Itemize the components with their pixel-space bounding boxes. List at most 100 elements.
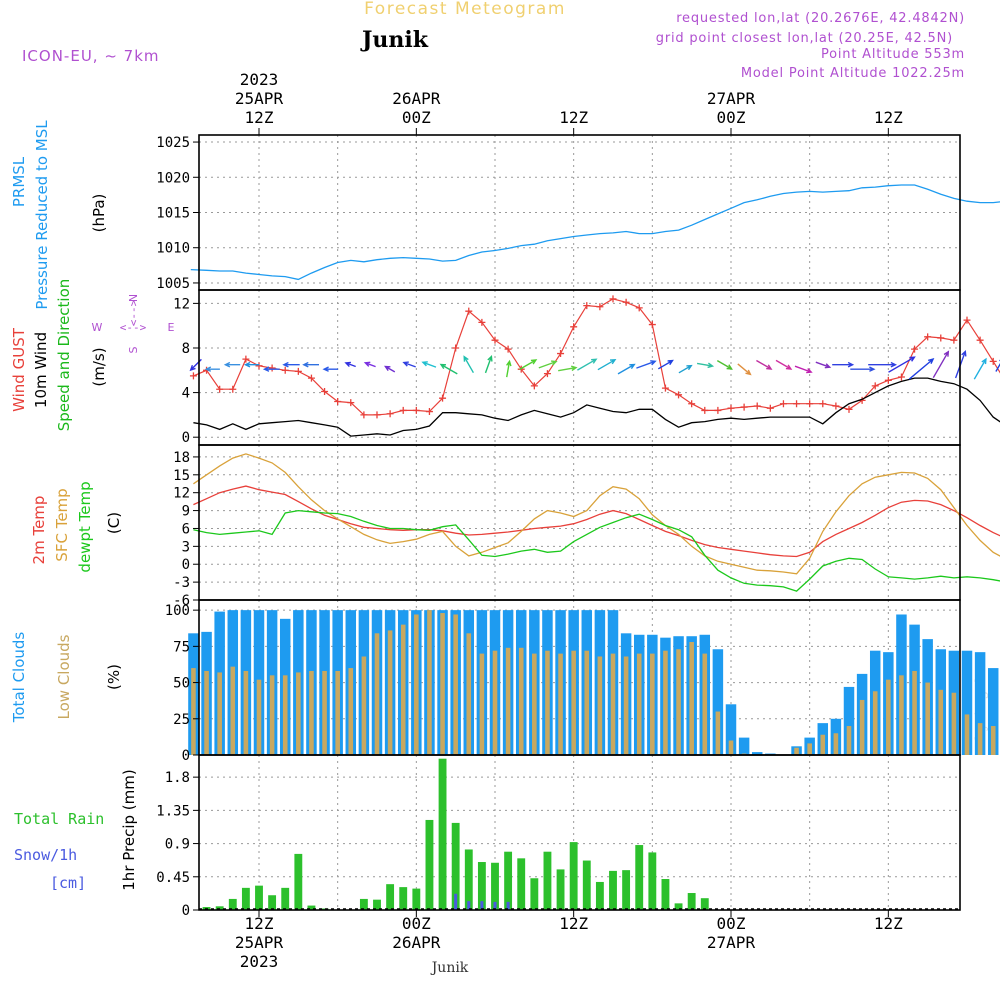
rain-bar xyxy=(294,853,303,910)
x-tick-label-bottom: 26APR xyxy=(392,933,441,952)
dewpoint-series-line xyxy=(193,509,1000,592)
low-cloud-bar xyxy=(571,650,576,755)
low-cloud-bar xyxy=(505,647,511,755)
point-altitude: Point Altitude 553m xyxy=(821,47,965,62)
low-cloud-bar xyxy=(453,614,458,755)
rain-bar xyxy=(648,852,657,910)
wind-direction-arrow xyxy=(384,365,396,373)
total-rain-label: Total Rain xyxy=(14,810,104,828)
wind-direction-arrow xyxy=(636,360,657,369)
y-tick-label: 8 xyxy=(182,341,190,357)
gust-point-marker xyxy=(465,307,473,315)
gust-point-marker xyxy=(675,391,683,399)
temp-unit-label: (C) xyxy=(105,512,123,534)
wind-direction-arrow xyxy=(282,361,300,368)
gust-point-marker xyxy=(399,406,407,414)
snow-bar xyxy=(480,901,484,910)
model-altitude: Model Point Altitude 1022.25m xyxy=(741,66,965,81)
low-cloud-bar xyxy=(558,653,563,755)
low-cloud-bar xyxy=(335,670,340,755)
gust-point-marker xyxy=(884,376,892,384)
low-cloud-bar xyxy=(479,653,485,755)
gust-point-marker xyxy=(189,372,197,380)
gust-point-marker xyxy=(622,298,630,306)
gust-point-marker xyxy=(871,382,879,390)
total-cloud-bar xyxy=(843,686,855,755)
x-tick-label-top: 2023 xyxy=(240,70,279,89)
low-cloud-bar xyxy=(977,723,983,755)
y-tick-label: 0 xyxy=(182,903,190,919)
low-cloud-bar xyxy=(689,642,694,755)
low-cloud-bar xyxy=(610,653,616,755)
gust-point-marker xyxy=(268,364,276,372)
gust-point-marker xyxy=(504,345,512,353)
y-tick-label: 12 xyxy=(173,486,190,502)
gust-point-marker xyxy=(806,400,814,408)
low-cloud-bar xyxy=(938,689,944,755)
wind-direction-arrow xyxy=(597,359,617,371)
total-cloud-bar xyxy=(961,650,973,755)
footer-location: Junik xyxy=(430,960,469,976)
rain-bar xyxy=(556,869,565,910)
low-cloud-bar xyxy=(912,670,917,755)
x-tick-label-top: 12Z xyxy=(245,108,274,127)
rain-bar xyxy=(635,845,644,910)
y-tick-label: 12 xyxy=(173,296,190,312)
gust-point-marker xyxy=(478,318,486,326)
rain-bar xyxy=(687,893,696,910)
low-cloud-bar xyxy=(414,614,419,755)
wind-direction-arrow xyxy=(402,361,416,368)
wind-direction-arrow xyxy=(484,354,493,374)
low-cloud-bar xyxy=(243,670,249,755)
low-cloud-bar xyxy=(702,653,708,755)
axes-layer: 1005 1010 1015 1020 1025 0 4 8 12 -6 -3 0 3 69 12 15 18 0… xyxy=(156,70,961,971)
location-title: Junik xyxy=(360,27,429,53)
y-tick-label: 1005 xyxy=(156,276,190,292)
y-tick-label: 0 xyxy=(182,748,190,764)
y-tick-label: -3 xyxy=(173,575,190,591)
low-cloud-bar xyxy=(584,650,590,755)
gust-point-marker xyxy=(281,366,289,374)
rain-bar xyxy=(425,819,434,910)
pressure-label-title: PRMSL xyxy=(10,156,28,207)
y-tick-label: 3 xyxy=(182,539,190,555)
y-tick-label: 15 xyxy=(173,468,190,484)
gust-point-marker xyxy=(439,394,447,402)
wind-direction-arrow xyxy=(577,358,598,371)
gust-point-marker xyxy=(845,405,853,413)
total-cloud-bar xyxy=(738,737,750,755)
snow-bar xyxy=(467,901,471,910)
low-cloud-bar xyxy=(964,714,970,755)
gust-point-marker xyxy=(373,411,381,419)
x-tick-label-bottom: 12Z xyxy=(245,914,274,933)
total-cloud-bar xyxy=(725,704,737,755)
low-cloud-bar xyxy=(597,656,603,755)
rain-bar xyxy=(517,858,526,910)
low-cloud-bar xyxy=(361,656,367,755)
rain-bar xyxy=(307,905,316,910)
y-tick-label: 1015 xyxy=(156,206,190,222)
gust-point-marker xyxy=(425,408,433,416)
gust-point-marker xyxy=(570,323,578,331)
gust-point-marker xyxy=(740,403,748,411)
wind-10m-label: 10m Wind xyxy=(32,332,50,408)
y-tick-label: 100 xyxy=(165,603,190,619)
y-tick-label: 1020 xyxy=(156,170,190,186)
gust-point-marker xyxy=(793,400,801,408)
y-tick-label: 1.8 xyxy=(165,770,190,786)
low-cloud-bar xyxy=(990,726,996,755)
x-tick-label-top: 27APR xyxy=(707,89,756,108)
labels-layer: PRMSL Pressure Reduced to MSL (hPa) Wind GU… xyxy=(10,120,175,892)
x-tick-label-bottom: 12Z xyxy=(559,914,588,933)
wind-direction-arrow xyxy=(519,359,538,371)
gust-point-marker xyxy=(294,367,302,375)
y-tick-label: 9 xyxy=(182,504,190,520)
rain-bar xyxy=(491,862,499,910)
rain-bar xyxy=(569,842,578,910)
gust-point-marker xyxy=(937,334,945,342)
sfc-temp-label: SFC Temp xyxy=(53,488,71,561)
low-cloud-bar xyxy=(217,672,222,755)
compass-s-label: S xyxy=(127,346,140,353)
snow-unit-label: [cm] xyxy=(50,874,86,892)
low-cloud-bar xyxy=(846,726,852,755)
